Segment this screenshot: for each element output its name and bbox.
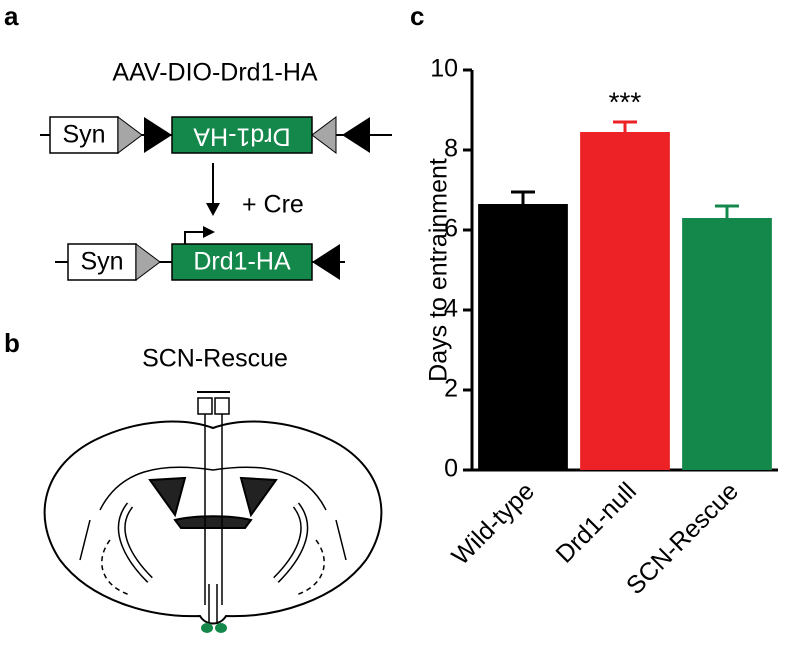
insert-box: [171, 243, 313, 281]
bar: [478, 204, 568, 470]
y-tick-label: 4: [444, 295, 458, 323]
lox-site: [312, 244, 340, 280]
promoter-arrow: [184, 231, 205, 244]
promoter-box: [67, 243, 137, 281]
panel-label: b: [4, 328, 20, 358]
y-tick-label: 6: [444, 215, 458, 243]
injection-site: [201, 623, 213, 633]
arrow-head: [206, 203, 220, 216]
y-axis-label: Days to entrainment: [425, 158, 453, 382]
bar: [682, 218, 772, 470]
promoter-arrow-head: [203, 226, 215, 238]
section-title: SCN-Rescue: [142, 345, 288, 373]
y-tick-label: 0: [444, 455, 458, 483]
panel-label: c: [410, 1, 424, 31]
insert-text: Drd1-HA: [193, 122, 291, 150]
lox-site: [342, 117, 370, 153]
promoter-text: Syn: [62, 121, 105, 149]
insert-text: Drd1-HA: [193, 248, 291, 276]
lox-site: [135, 243, 161, 281]
insert-box: [171, 116, 313, 154]
bar-chart: c Days to entrainment 0 2 4 6 8 10 Wild-type Dr…: [410, 1, 778, 600]
brain-diagram: [43, 391, 383, 625]
promoter-text: Syn: [80, 248, 123, 276]
injection-site: [215, 623, 227, 633]
step-text: + Cre: [242, 191, 304, 219]
y-tick-label: 2: [444, 375, 458, 403]
lox-site: [144, 117, 172, 153]
significance: ***: [609, 86, 642, 117]
x-tick-label: Drd1-null: [550, 477, 642, 569]
panel-label: a: [4, 1, 19, 31]
y-tick-label: 10: [430, 55, 458, 83]
lox-site: [311, 116, 337, 154]
construct-after: Syn Drd1-HA: [55, 226, 345, 281]
x-tick-label: Wild-type: [446, 477, 539, 570]
bar: [580, 132, 670, 470]
y-tick-label: 8: [444, 135, 458, 163]
construct-before: Syn Drd1-HA: [40, 116, 392, 154]
lox-site: [117, 116, 143, 154]
construct-title: AAV-DIO-Drd1-HA: [112, 59, 317, 87]
